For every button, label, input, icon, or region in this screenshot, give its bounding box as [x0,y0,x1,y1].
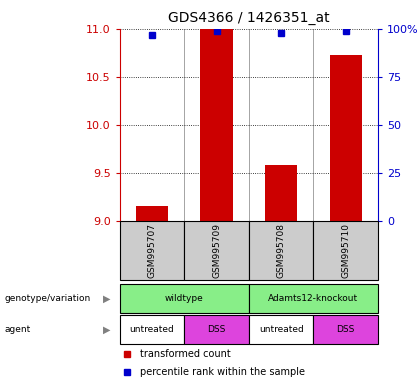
Bar [265,165,297,221]
Bar [184,315,249,344]
Text: DSS: DSS [207,325,226,334]
Bar [136,206,168,221]
Text: untreated: untreated [259,325,304,334]
Text: agent: agent [4,325,31,334]
Text: wildtype: wildtype [165,294,204,303]
Bar [313,315,378,344]
Bar [184,221,249,280]
Text: genotype/variation: genotype/variation [4,294,90,303]
Text: GSM995708: GSM995708 [277,223,286,278]
Bar [120,221,184,280]
Bar [313,221,378,280]
Text: transformed count: transformed count [140,349,231,359]
Text: Adamts12-knockout: Adamts12-knockout [268,294,359,303]
Bar [120,315,184,344]
Bar [249,221,313,280]
Bar [330,55,362,221]
Text: GSM995710: GSM995710 [341,223,350,278]
Text: ▶: ▶ [103,324,111,334]
Text: GSM995707: GSM995707 [147,223,157,278]
Title: GDS4366 / 1426351_at: GDS4366 / 1426351_at [168,11,330,25]
Bar [120,284,249,313]
Text: percentile rank within the sample: percentile rank within the sample [140,366,305,377]
Text: GSM995709: GSM995709 [212,223,221,278]
Text: untreated: untreated [130,325,174,334]
Text: ▶: ▶ [103,293,111,304]
Bar [200,29,233,221]
Text: DSS: DSS [336,325,355,334]
Bar [249,315,313,344]
Bar [249,284,378,313]
